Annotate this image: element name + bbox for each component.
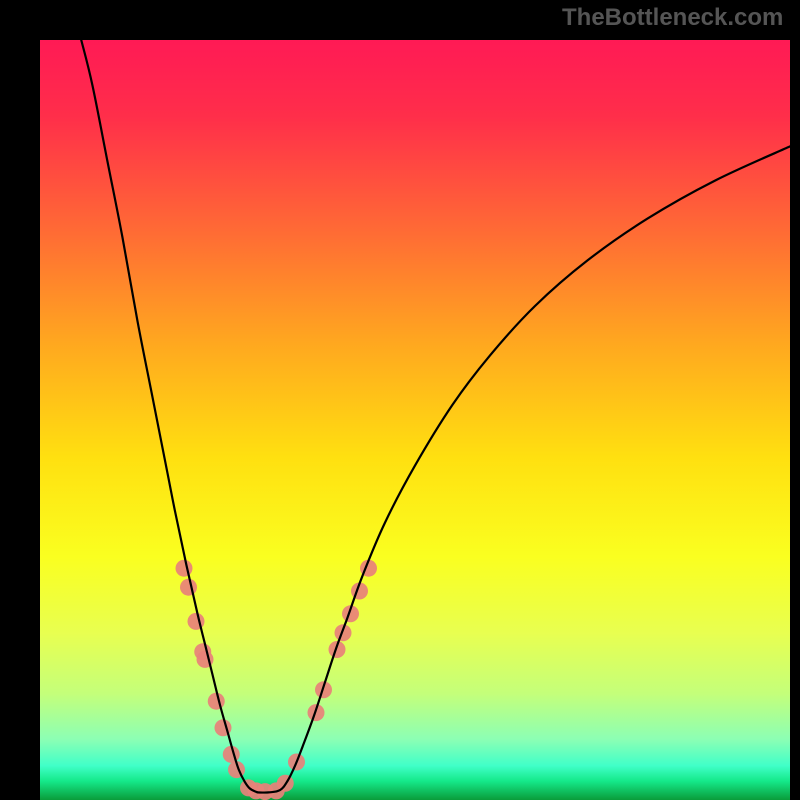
data-marker: [180, 579, 197, 596]
data-marker: [176, 560, 193, 577]
data-marker: [188, 613, 205, 630]
watermark-text: TheBottleneck.com: [562, 4, 783, 32]
bottleneck-chart: [0, 0, 800, 800]
data-marker: [208, 693, 225, 710]
plot-area: [40, 40, 790, 800]
